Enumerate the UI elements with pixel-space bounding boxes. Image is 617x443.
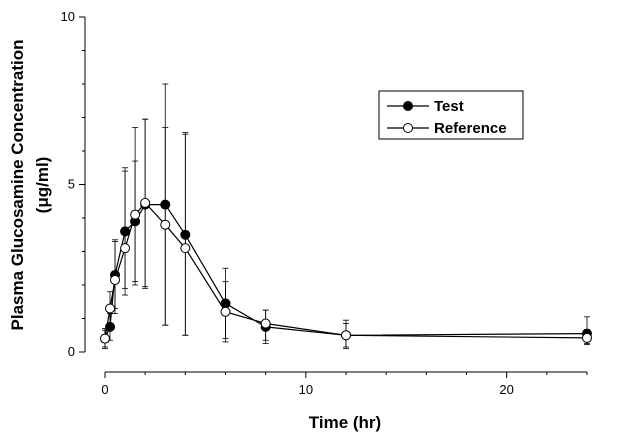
y-axis-title: Plasma Glucosamine Concentration [8,40,27,331]
data-point-reference [105,303,116,314]
legend-label-reference: Reference [434,120,507,137]
data-point-reference [160,219,171,230]
data-point-reference [582,332,592,343]
data-point-reference [180,243,191,254]
y-tick-label: 10 [61,9,75,24]
legend-marker-reference [403,123,413,133]
legend-label-test: Test [434,98,464,115]
x-tick-label: 0 [101,382,108,397]
data-point-test [180,229,191,240]
series-markers [100,197,592,344]
data-point-reference [140,197,151,208]
axes: 0 5 10 0 10 20 [61,9,588,397]
data-point-reference [220,306,231,317]
series-lines [104,201,588,339]
data-point-test [160,199,171,210]
x-tick-label: 20 [499,382,513,397]
y-tick-label: 5 [68,177,75,192]
legend-box [378,90,524,140]
data-point-reference [260,318,271,329]
data-point-test [120,226,131,237]
data-point-test [220,298,231,309]
legend: Test Reference [378,90,524,140]
data-point-test [105,321,116,332]
x-axis-title: Time (hr) [309,413,381,432]
data-point-reference [100,333,110,344]
legend-marker-test [403,101,413,111]
data-point-reference [130,209,141,220]
data-point-reference [120,243,131,254]
x-tick-label: 10 [299,382,313,397]
y-tick-label: 0 [68,344,75,359]
y-axis-unit: (μg/ml) [33,157,52,214]
series-line-test [104,204,588,339]
data-point-reference [110,274,121,285]
data-point-reference [341,330,351,341]
